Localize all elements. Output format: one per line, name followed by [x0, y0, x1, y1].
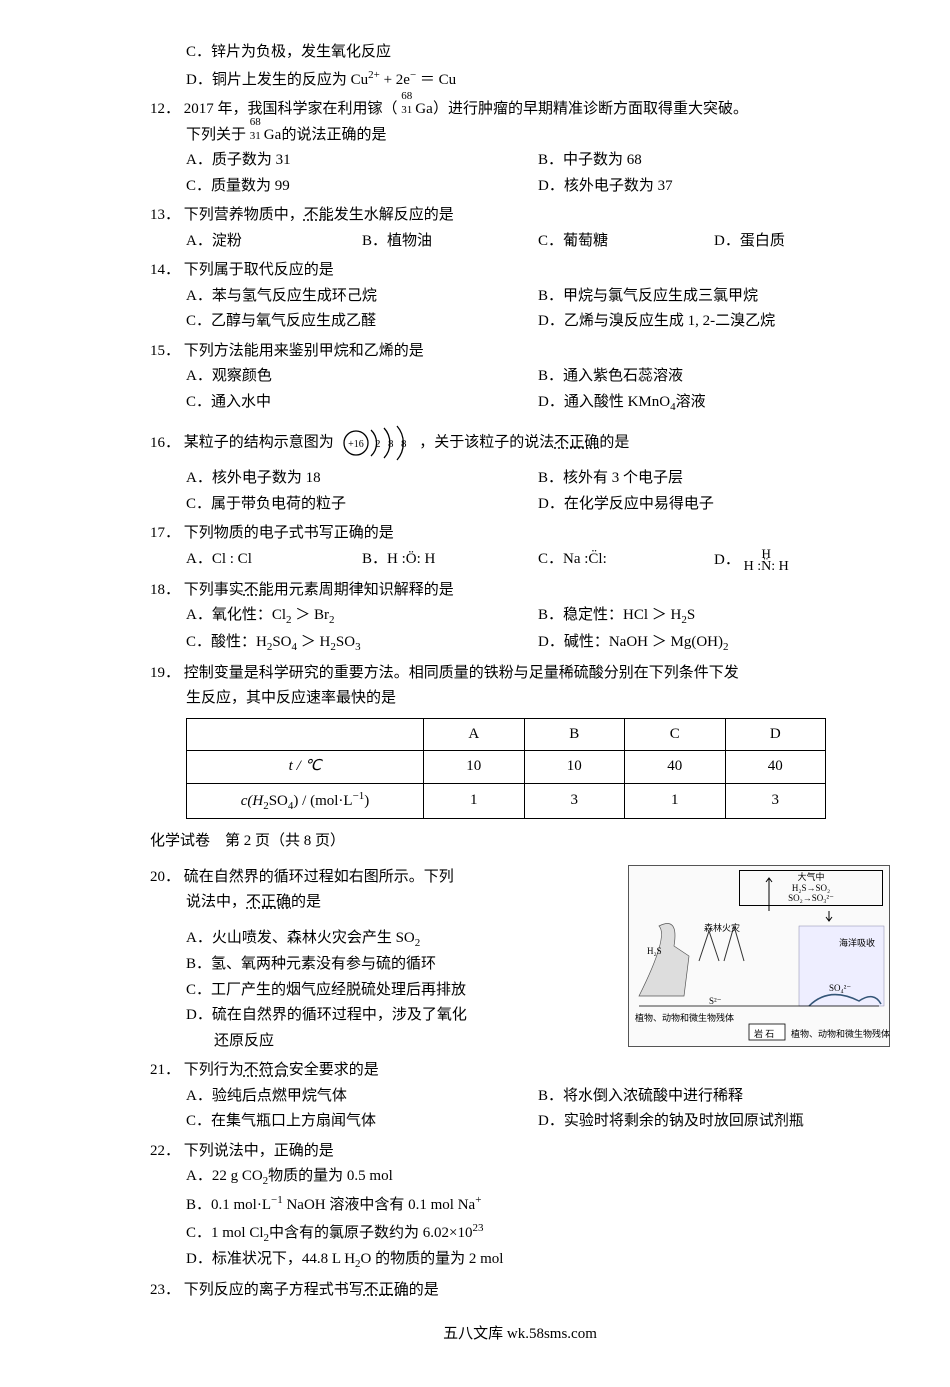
q12-line2: 下列关于 68 31 Ga 的说法正确的是: [150, 127, 387, 143]
q18-num: 18．: [150, 578, 180, 604]
q13: 13． 下列营养物质中，不能发生水解反应的是 A．淀粉 B．植物油 C．葡萄糖 …: [150, 203, 890, 254]
ga-isotope: 68 31 Ga: [401, 97, 429, 123]
q15-C: C．通入水中: [186, 390, 538, 417]
q13-D: D．蛋白质: [714, 229, 890, 255]
q16-num: 16．: [150, 431, 180, 457]
svg-text:+16: +16: [348, 439, 364, 450]
q14: 14． 下列属于取代反应的是 A．苯与氢气反应生成环己烷 B．甲烷与氯气反应生成…: [150, 258, 890, 335]
q12-A: A．质子数为 31: [186, 148, 538, 174]
q19: 19． 控制变量是科学研究的重要方法。相同质量的铁粉与足量稀硫酸分别在下列条件下…: [150, 661, 890, 820]
q16-D: D．在化学反应中易得电子: [538, 492, 890, 518]
q12-B: B．中子数为 68: [538, 148, 890, 174]
q14-C: C．乙醇与氧气反应生成乙醛: [186, 309, 538, 335]
q12-num: 12．: [150, 97, 180, 123]
q12-C: C．质量数为 99: [186, 174, 538, 200]
table-row: A B C D: [187, 718, 826, 751]
q11-optC: C．锌片为负极，发生氧化反应: [186, 40, 890, 66]
q20-D: D．硫在自然界的循环过程中，涉及了氧化 还原反应: [186, 1003, 608, 1054]
q16-stem-a: 某粒子的结构示意图为: [184, 435, 334, 451]
q17-stem: 下列物质的电子式书写正确的是: [184, 525, 394, 541]
q21-D: D．实验时将剩余的钠及时放回原试剂瓶: [538, 1109, 890, 1135]
q15-D: D．通入酸性 KMnO4溶液: [538, 390, 890, 417]
q21: 21． 下列行为不符合安全要求的是 A．验纯后点燃甲烷气体 B．将水倒入浓硫酸中…: [150, 1058, 890, 1135]
q14-B: B．甲烷与氯气反应生成三氯甲烷: [538, 284, 890, 310]
q15-A: A．观察颜色: [186, 364, 538, 390]
atom-structure-icon: +16 2 8 8: [338, 420, 416, 466]
q13-num: 13．: [150, 203, 180, 229]
q16-A: A．核外电子数为 18: [186, 466, 538, 492]
q19-table: A B C D t / ℃ 10 10 40 40 c(H2SO4) / (mo…: [186, 718, 826, 820]
q15-num: 15．: [150, 339, 180, 365]
q17-C: C．Na :C̈l:: [538, 547, 714, 573]
q18-B: B．稳定性：HCl ＞ H2S: [538, 603, 890, 630]
q17-B: B．H :Ö: H: [362, 547, 538, 573]
table-row: t / ℃ 10 10 40 40: [187, 751, 826, 784]
q20-A: A．火山喷发、森林火灾会产生 SO2: [186, 926, 608, 953]
q15-B: B．通入紫色石蕊溶液: [538, 364, 890, 390]
q14-A: A．苯与氢气反应生成环己烷: [186, 284, 538, 310]
q20-stem1: 硫在自然界的循环过程如右图所示。下列: [184, 869, 454, 885]
sulfur-cycle-figure: 大气中 H₂S→SO₂ SO₂→SO₃²⁻ 森林火灾 H₂S 海洋吸收 SO₄²…: [628, 865, 890, 1047]
q17-num: 17．: [150, 521, 180, 547]
q22-B: B．0.1 mol·L−1 NaOH 溶液中含有 0.1 mol Na+: [186, 1191, 890, 1219]
q17-A: A．Cl : Cl: [186, 547, 362, 573]
svg-text:8: 8: [401, 438, 407, 450]
q16: 16． 某粒子的结构示意图为 +16 2 8 8 ，关于该粒子的说法不正确的是 …: [150, 420, 890, 517]
q22-C: C．1 mol Cl2中含有的氯原子数约为 6.02×1023: [186, 1219, 890, 1248]
q21-A: A．验纯后点燃甲烷气体: [186, 1084, 538, 1110]
q12-stem-a: 2017 年，我国科学家在利用镓（: [184, 101, 398, 117]
q13-C: C．葡萄糖: [538, 229, 714, 255]
q11-options: C．锌片为负极，发生氧化反应 D．铜片上发生的反应为 Cu2+ + 2e− ＝ …: [150, 40, 890, 93]
q21-C: C．在集气瓶口上方扇闻气体: [186, 1109, 538, 1135]
svg-text:2: 2: [375, 438, 381, 450]
q21-B: B．将水倒入浓硫酸中进行稀释: [538, 1084, 890, 1110]
q16-C: C．属于带负电荷的粒子: [186, 492, 538, 518]
q20-C: C．工厂产生的烟气应经脱硫处理后再排放: [186, 978, 608, 1004]
table-row: c(H2SO4) / (mol·L−1) 1 3 1 3: [187, 783, 826, 819]
q22-D: D．标准状况下，44.8 L H2O 的物质的量为 2 mol: [186, 1247, 890, 1274]
q19-stem1: 控制变量是科学研究的重要方法。相同质量的铁粉与足量稀硫酸分别在下列条件下发: [184, 665, 739, 681]
q14-num: 14．: [150, 258, 180, 284]
q13-B: B．植物油: [362, 229, 538, 255]
page-footer-1: 化学试卷 第 2 页（共 8 页）: [150, 829, 890, 855]
q12: 12． 2017 年，我国科学家在利用镓（ 68 31 Ga ）进行肿瘤的早期精…: [150, 97, 890, 199]
q11-optD: D．铜片上发生的反应为 Cu2+ + 2e− ＝ Cu: [186, 66, 890, 94]
q18: 18． 下列事实不能用元素周期律知识解释的是 A．氧化性：Cl2 ＞ Br2 B…: [150, 578, 890, 657]
q14-D: D．乙烯与溴反应生成 1, 2-二溴乙烷: [538, 309, 890, 335]
q15: 15． 下列方法能用来鉴别甲烷和乙烯的是 A．观察颜色 B．通入紫色石蕊溶液 C…: [150, 339, 890, 417]
q17: 17． 下列物质的电子式书写正确的是 A．Cl : Cl B．H :Ö: H C…: [150, 521, 890, 574]
q18-A: A．氧化性：Cl2 ＞ Br2: [186, 603, 538, 630]
q22-stem: 下列说法中，正确的是: [184, 1143, 334, 1159]
q12-D: D．核外电子数为 37: [538, 174, 890, 200]
q22: 22． 下列说法中，正确的是 A．22 g CO2物质的量为 0.5 mol B…: [150, 1139, 890, 1274]
q16-B: B．核外有 3 个电子层: [538, 466, 890, 492]
q15-stem: 下列方法能用来鉴别甲烷和乙烯的是: [184, 343, 424, 359]
svg-text:8: 8: [388, 438, 394, 450]
q22-A: A．22 g CO2物质的量为 0.5 mol: [186, 1164, 890, 1191]
q19-num: 19．: [150, 661, 180, 687]
q13-A: A．淀粉: [186, 229, 362, 255]
q20-B: B．氢、氧两种元素没有参与硫的循环: [186, 952, 608, 978]
q20: 20． 硫在自然界的循环过程如右图所示。下列 说法中，不正确的是 A．火山喷发、…: [150, 865, 890, 1055]
center-footer: 五八文库 wk.58sms.com: [150, 1322, 890, 1348]
q23-num: 23．: [150, 1278, 180, 1304]
q22-num: 22．: [150, 1139, 180, 1165]
q20-num: 20．: [150, 865, 180, 891]
q23: 23． 下列反应的离子方程式书写不正确的是: [150, 1278, 890, 1304]
q18-D: D．碱性：NaOH ＞ Mg(OH)2: [538, 630, 890, 657]
q17-D: D． H H :N̈: H: [714, 547, 890, 574]
q19-stem2: 生反应，其中反应速率最快的是: [150, 690, 396, 706]
q21-num: 21．: [150, 1058, 180, 1084]
q12-stem-b: ）进行肿瘤的早期精准诊断方面取得重大突破。: [433, 101, 748, 117]
q18-C: C．酸性：H2SO4 ＞ H2SO3: [186, 630, 538, 657]
q14-stem: 下列属于取代反应的是: [184, 262, 334, 278]
